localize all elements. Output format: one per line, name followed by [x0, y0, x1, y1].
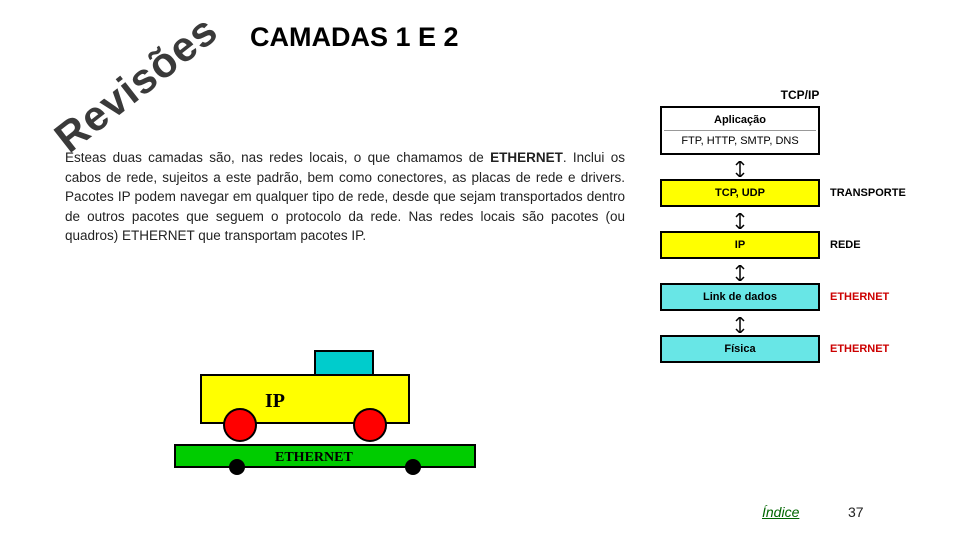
- tcpip-layer-label: ETHERNET: [830, 343, 889, 355]
- tcpip-layer-row: Link de dados ETHERNET: [660, 283, 940, 311]
- page-title: CAMADAS 1 E 2: [250, 22, 459, 53]
- updown-arrow-icon: [660, 315, 820, 335]
- tcpip-stack-diagram: TCP/IP AplicaçãoFTP, HTTP, SMTP, DNS TCP,…: [660, 88, 940, 367]
- body-paragraph: Esteas duas camadas são, nas redes locai…: [65, 148, 625, 246]
- updown-arrow-icon: [660, 263, 820, 283]
- tcpip-layer-box: Física: [660, 335, 820, 363]
- tcpip-layer-row: TCP, UDP TRANSPORTE: [660, 179, 940, 207]
- truck-wheel: [224, 409, 256, 441]
- tcpip-layer-box: TCP, UDP: [660, 179, 820, 207]
- ethernet-label: ETHERNET: [275, 450, 353, 465]
- rail-wheel: [229, 459, 245, 475]
- revisoes-stamp: Revisões: [46, 6, 227, 162]
- rail-wheel: [405, 459, 421, 475]
- page-number: 37: [848, 504, 864, 520]
- tcpip-layer-row: AplicaçãoFTP, HTTP, SMTP, DNS: [660, 106, 940, 155]
- truck-wheel: [354, 409, 386, 441]
- tcpip-layer-label: ETHERNET: [830, 291, 889, 303]
- ip-label: IP: [265, 390, 285, 412]
- tcpip-layer-row: Física ETHERNET: [660, 335, 940, 363]
- para-bold: ETHERNET: [490, 150, 563, 165]
- index-link[interactable]: Índice: [762, 504, 799, 520]
- updown-arrow-icon: [660, 211, 820, 231]
- tcpip-layer-label: TRANSPORTE: [830, 187, 906, 199]
- tcpip-layer-box: AplicaçãoFTP, HTTP, SMTP, DNS: [660, 106, 820, 155]
- tcpip-header: TCP/IP: [660, 88, 940, 102]
- ip-ethernet-vehicle-diagram: IP ETHERNET: [165, 345, 485, 500]
- tcpip-layer-box: Link de dados: [660, 283, 820, 311]
- tcpip-layer-row: IP REDE: [660, 231, 940, 259]
- tcpip-layer-label: REDE: [830, 239, 861, 251]
- ip-box: [315, 351, 373, 375]
- tcpip-layer-box: IP: [660, 231, 820, 259]
- para-pre: Esteas duas camadas são, nas redes locai…: [65, 150, 490, 165]
- updown-arrow-icon: [660, 159, 820, 179]
